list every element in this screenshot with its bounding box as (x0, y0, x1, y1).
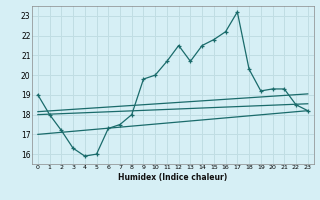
X-axis label: Humidex (Indice chaleur): Humidex (Indice chaleur) (118, 173, 228, 182)
